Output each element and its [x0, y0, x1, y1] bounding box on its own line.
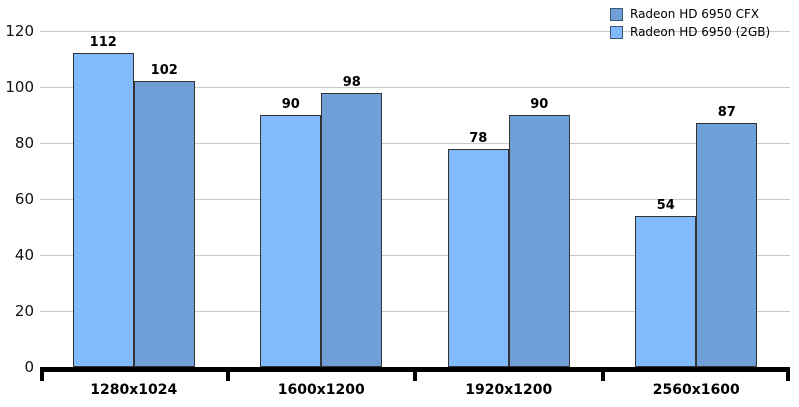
bar-value-label: 87	[717, 105, 736, 120]
bar	[447, 149, 509, 367]
x-axis-tick	[600, 367, 605, 381]
x-axis-tick	[413, 367, 417, 381]
y-tick-label: 40	[14, 246, 34, 264]
bar	[133, 81, 195, 367]
legend-label: Radeon HD 6950 (2GB)	[630, 25, 771, 39]
bar	[635, 216, 697, 367]
bar	[72, 53, 134, 367]
category-label: 1920x1200	[465, 382, 553, 398]
y-tick-label: 80	[14, 134, 34, 152]
legend-swatch-icon	[610, 25, 623, 39]
bar	[508, 115, 570, 367]
bar-value-label: 112	[89, 35, 117, 50]
y-tick-label: 60	[14, 190, 34, 208]
gridline	[40, 31, 790, 32]
y-tick-label: 120	[5, 22, 34, 40]
legend: Radeon HD 6950 CFX Radeon HD 6950 (2GB)	[610, 5, 770, 41]
bar-value-label: 102	[150, 63, 178, 78]
bar-value-label: 98	[342, 75, 361, 90]
legend-item: Radeon HD 6950 (2GB)	[610, 23, 770, 41]
x-axis-tick	[225, 367, 230, 381]
gridline	[40, 311, 790, 312]
gridline	[40, 255, 790, 256]
legend-item: Radeon HD 6950 CFX	[610, 5, 770, 23]
gridline	[40, 199, 790, 200]
bar-value-label: 90	[281, 97, 300, 112]
category-label: 2560x1600	[652, 382, 740, 398]
x-axis-tick	[786, 367, 790, 381]
legend-swatch-icon	[610, 7, 623, 21]
category-label: 1600x1200	[277, 382, 365, 398]
legend-label: Radeon HD 6950 CFX	[630, 7, 760, 21]
y-tick-label: 20	[14, 302, 34, 320]
bar	[696, 123, 758, 367]
bar	[260, 115, 322, 367]
bar-value-label: 78	[469, 131, 488, 146]
x-axis-tick	[40, 367, 44, 381]
bar-value-label: 54	[656, 198, 675, 213]
y-tick-label: 0	[24, 358, 34, 376]
bar-value-label: 90	[530, 97, 549, 112]
gridline	[40, 143, 790, 144]
gridline	[40, 87, 790, 88]
category-label: 1280x1024	[90, 382, 178, 398]
y-tick-label: 100	[5, 78, 34, 96]
bar	[321, 93, 383, 367]
